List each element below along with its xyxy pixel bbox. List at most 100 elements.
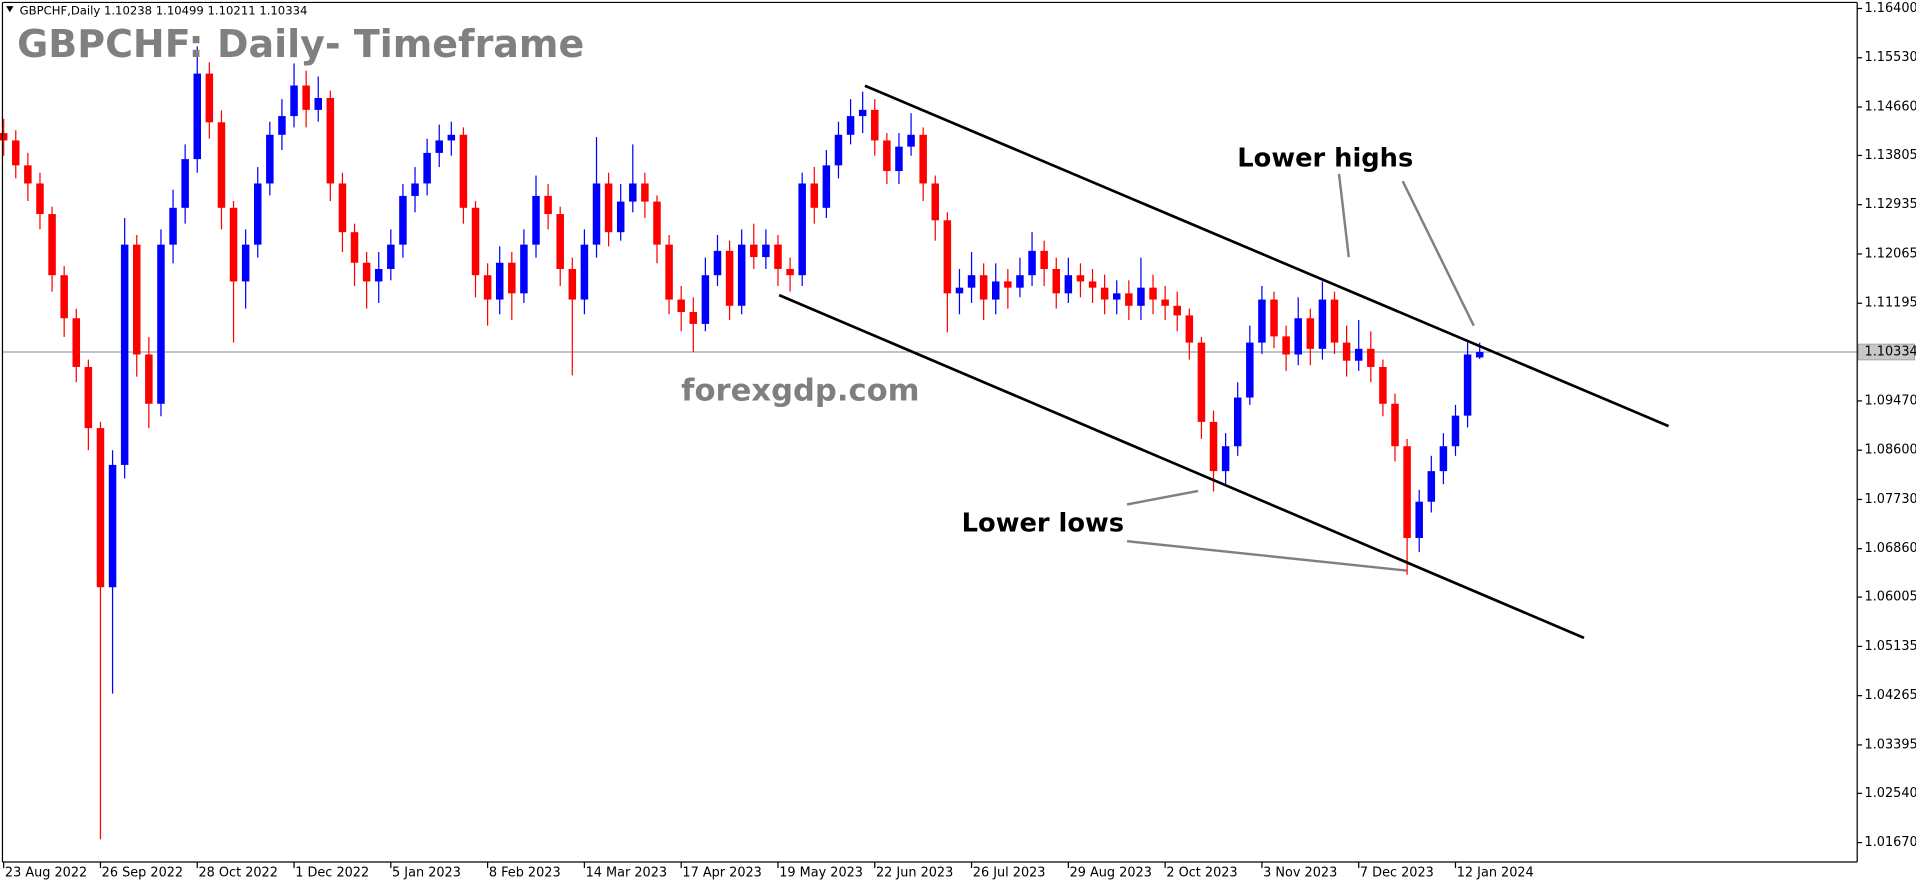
- x-tick-label: 1 Dec 2022: [295, 865, 369, 880]
- candle-body: [1403, 446, 1411, 538]
- candle-body: [362, 262, 371, 282]
- candle-body: [532, 195, 540, 245]
- candle-body: [229, 207, 238, 282]
- candle-body: [241, 244, 250, 282]
- candle-body: [858, 109, 867, 117]
- y-tick-label: 1.04265: [1865, 688, 1916, 703]
- candle-body: [1112, 293, 1121, 300]
- candle-body: [145, 354, 153, 404]
- candle-body: [822, 165, 831, 208]
- candle-body: [568, 268, 577, 300]
- candle-body: [96, 428, 105, 588]
- candle-body: [374, 268, 383, 282]
- candle-body: [60, 275, 68, 319]
- candle-body: [1258, 299, 1266, 343]
- x-tick-label: 26 Sep 2022: [102, 865, 183, 880]
- x-tick-label: 7 Dec 2023: [1360, 865, 1434, 880]
- candle-body: [762, 244, 770, 258]
- current-price-box: [1858, 343, 1916, 361]
- y-tick-label: 1.07730: [1865, 492, 1916, 507]
- y-tick-label: 1.12065: [1865, 246, 1916, 261]
- x-tick-label: 26 Jul 2023: [973, 865, 1046, 880]
- candle-body: [556, 214, 564, 269]
- candle-body: [774, 244, 782, 269]
- candle-body: [1451, 415, 1460, 447]
- candle-body: [810, 183, 819, 208]
- menu-triangle: [6, 6, 14, 13]
- candle-body: [1367, 348, 1375, 367]
- candle-body: [1064, 275, 1073, 294]
- candle-body: [217, 122, 226, 208]
- candle-body: [1306, 318, 1315, 349]
- candle-body: [1246, 342, 1254, 398]
- y-tick-label: 1.15530: [1865, 50, 1916, 65]
- candle-body: [1076, 275, 1085, 282]
- candle-body: [1197, 342, 1206, 422]
- candle-body: [1052, 268, 1060, 294]
- pointer-line: [1401, 180, 1475, 327]
- candle-body: [24, 165, 32, 184]
- candle-body: [326, 97, 335, 184]
- candle-body: [495, 262, 504, 300]
- candle-body: [338, 183, 347, 233]
- candle-body: [834, 134, 843, 166]
- y-tick-label: 1.01670: [1865, 835, 1916, 850]
- candle-body: [1088, 281, 1097, 288]
- candle-body: [871, 109, 879, 141]
- pointer-line: [1126, 539, 1407, 572]
- candle-body: [36, 183, 44, 215]
- candle-body: [919, 134, 927, 184]
- candle-body: [1342, 342, 1351, 361]
- candle-body: [1330, 299, 1339, 343]
- candle-body: [1379, 366, 1387, 404]
- candle-body: [483, 275, 492, 300]
- candle-body: [1040, 250, 1048, 269]
- candle-body: [737, 244, 746, 306]
- x-tick-label: 28 Oct 2022: [198, 865, 277, 880]
- candle-body: [592, 183, 601, 245]
- y-tick-label: 1.03395: [1865, 737, 1916, 752]
- annotation: Lower lows: [962, 509, 1124, 539]
- candle-body: [786, 268, 794, 276]
- y-tick-label: 1.14660: [1865, 100, 1916, 115]
- x-tick-label: 14 Mar 2023: [586, 865, 667, 880]
- candle-body: [253, 183, 262, 245]
- y-tick-label: 1.06005: [1865, 590, 1916, 605]
- candle-body: [1004, 281, 1012, 288]
- candle-body: [1028, 250, 1036, 276]
- candle-body: [604, 183, 613, 233]
- candle-body: [314, 97, 322, 110]
- x-tick-label: 29 Aug 2023: [1070, 865, 1152, 880]
- candle-body: [701, 275, 710, 324]
- candle-body: [193, 73, 202, 160]
- y-tick-label: 1.05135: [1865, 639, 1916, 654]
- candle-body: [616, 201, 625, 233]
- candle-body: [1185, 315, 1194, 343]
- x-tick-label: 2 Oct 2023: [1166, 865, 1237, 880]
- y-tick-label: 1.11195: [1865, 296, 1916, 311]
- candle-body: [1439, 446, 1448, 472]
- lower-channel-line: [778, 293, 1585, 640]
- chart-title: GBPCHF: Daily- Timeframe: [17, 22, 584, 66]
- candle-body: [520, 244, 528, 294]
- candle-body: [907, 134, 915, 147]
- candle-body: [459, 134, 468, 208]
- candle-body: [629, 183, 637, 202]
- x-tick-label: 5 Jan 2023: [392, 865, 461, 880]
- candle-body: [1100, 287, 1109, 300]
- candle-body: [423, 152, 431, 184]
- candle-body: [447, 134, 456, 141]
- candle-body: [955, 287, 964, 294]
- candle-body: [508, 262, 516, 294]
- x-tick-label: 17 Apr 2023: [682, 865, 761, 880]
- candle-body: [931, 183, 940, 221]
- candle-body: [1233, 397, 1242, 447]
- candle-body: [798, 183, 806, 276]
- candle-body: [108, 464, 117, 588]
- candle-body: [266, 134, 274, 184]
- candle-body: [120, 244, 129, 465]
- x-tick-label: 23 Aug 2022: [5, 865, 87, 880]
